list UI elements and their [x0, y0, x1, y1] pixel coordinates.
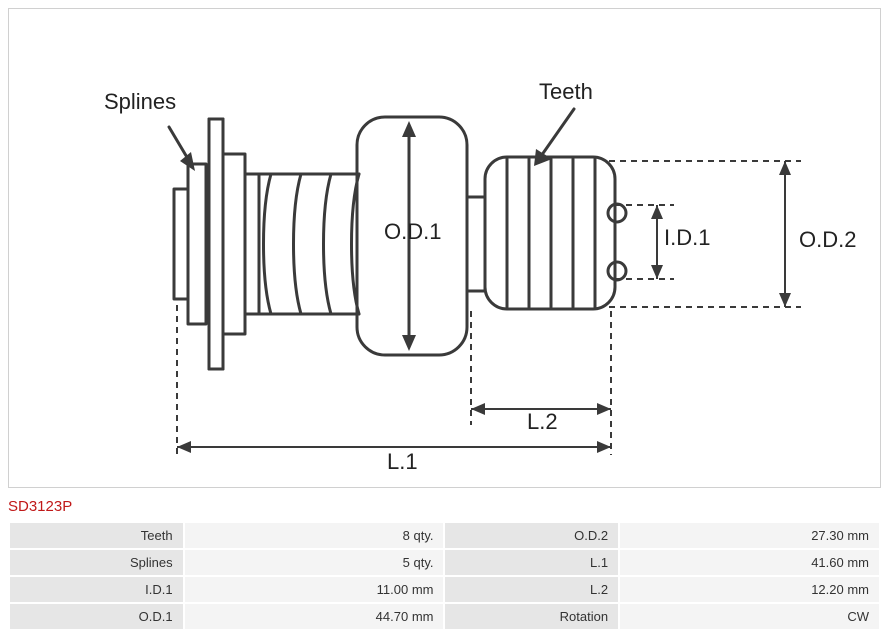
spec-value: 8 qty.	[185, 523, 444, 548]
technical-drawing	[9, 9, 882, 487]
table-row: Splines5 qty.L.141.60 mm	[10, 550, 879, 575]
spec-value: 41.60 mm	[620, 550, 879, 575]
table-row: O.D.144.70 mmRotationCW	[10, 604, 879, 629]
spec-value: 27.30 mm	[620, 523, 879, 548]
spec-label: L.1	[445, 550, 618, 575]
label-od1: O.D.1	[384, 219, 441, 245]
spec-value: 11.00 mm	[185, 577, 444, 602]
spec-value: 44.70 mm	[185, 604, 444, 629]
spec-label: Splines	[10, 550, 183, 575]
label-teeth: Teeth	[539, 79, 593, 105]
spec-label: Teeth	[10, 523, 183, 548]
table-row: I.D.111.00 mmL.212.20 mm	[10, 577, 879, 602]
label-l2: L.2	[527, 409, 558, 435]
spec-label: L.2	[445, 577, 618, 602]
table-row: Teeth8 qty.O.D.227.30 mm	[10, 523, 879, 548]
spec-value: 5 qty.	[185, 550, 444, 575]
label-splines: Splines	[104, 89, 176, 115]
spec-label: O.D.1	[10, 604, 183, 629]
spec-table: Teeth8 qty.O.D.227.30 mmSplines5 qty.L.1…	[8, 521, 881, 631]
label-l1: L.1	[387, 449, 418, 475]
part-number: SD3123P	[8, 498, 881, 515]
spec-value: CW	[620, 604, 879, 629]
spec-value: 12.20 mm	[620, 577, 879, 602]
diagram-container: Splines Teeth O.D.1 I.D.1 O.D.2 L.2 L.1	[8, 8, 881, 488]
spec-label: O.D.2	[445, 523, 618, 548]
label-od2: O.D.2	[799, 227, 856, 253]
spec-label: Rotation	[445, 604, 618, 629]
spec-label: I.D.1	[10, 577, 183, 602]
label-id1: I.D.1	[664, 225, 710, 251]
